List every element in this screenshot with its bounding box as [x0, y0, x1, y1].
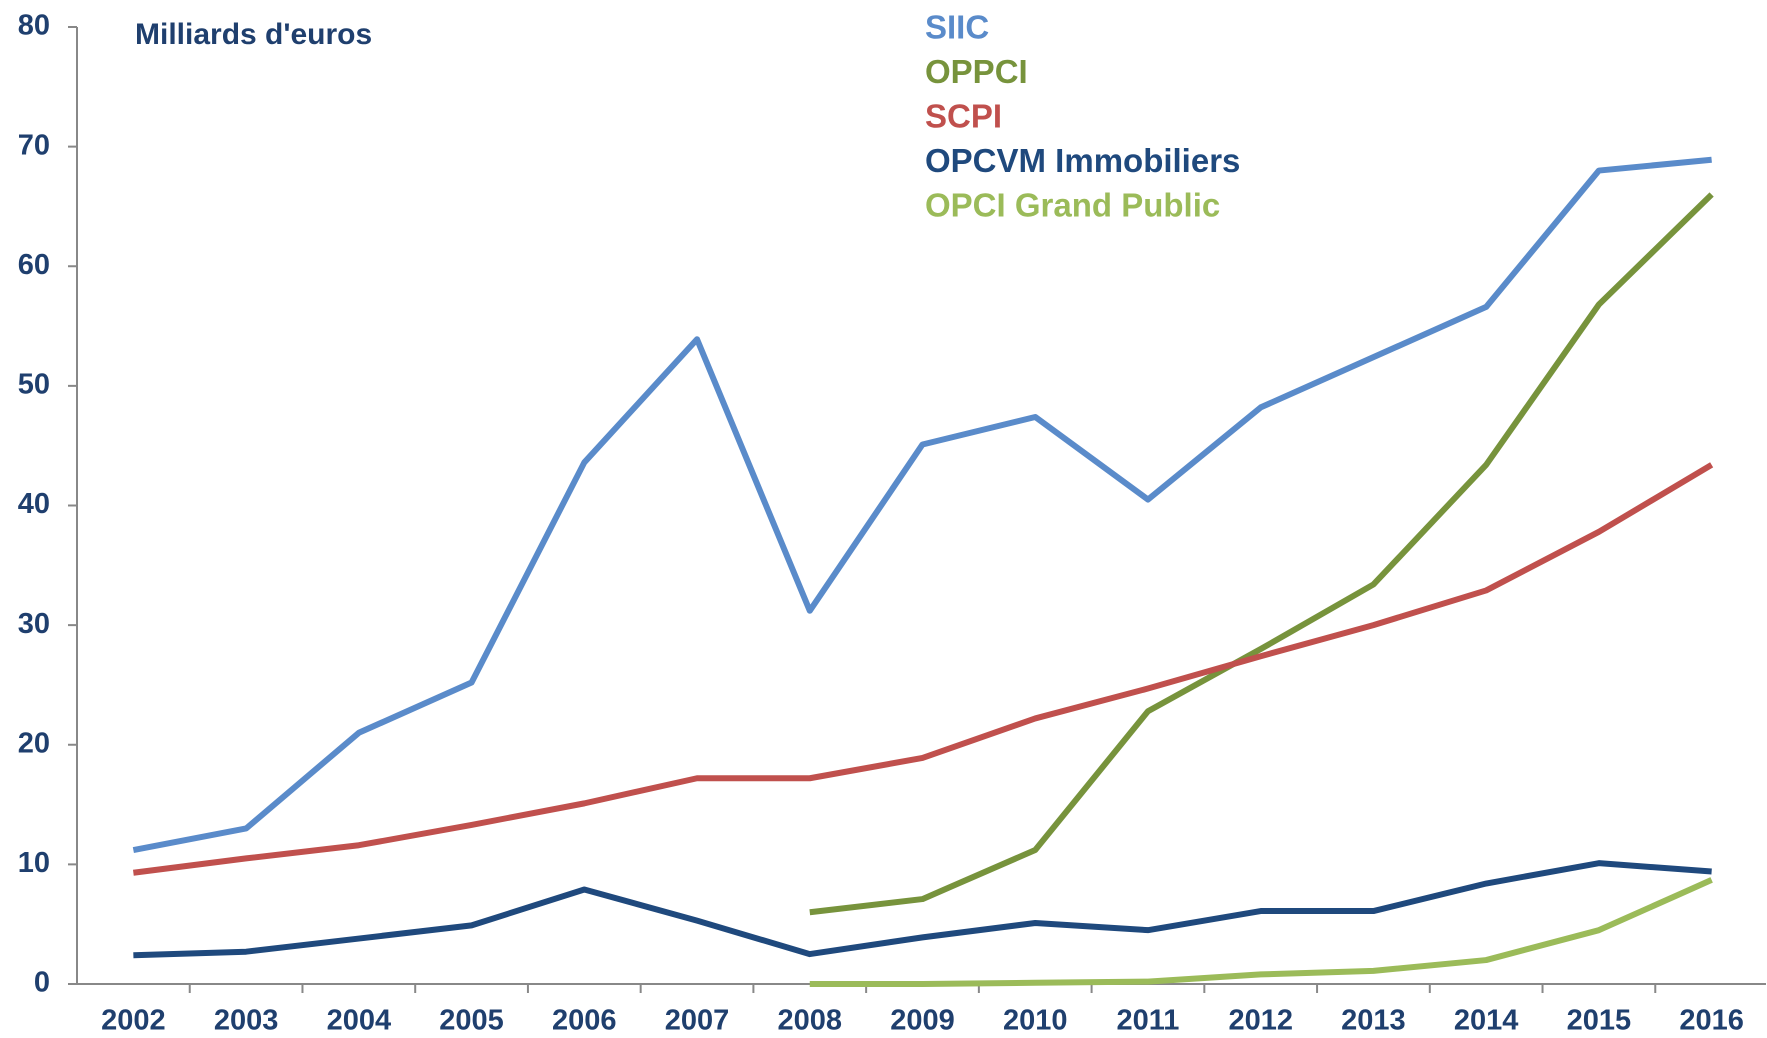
y-tick-label: 0	[34, 967, 50, 999]
x-tick-label: 2004	[327, 1005, 392, 1037]
x-tick-label: 2009	[890, 1005, 955, 1037]
series-line	[133, 860, 1712, 959]
x-tick-label: 2016	[1679, 1005, 1744, 1037]
y-tick-label: 50	[18, 369, 50, 401]
x-tick-label: 2011	[1117, 1005, 1180, 1037]
legend-entry: OPCVM Immobiliers	[925, 142, 1240, 179]
x-tick-label: 2005	[439, 1005, 504, 1037]
x-tick-label: 2003	[214, 1005, 279, 1037]
legend-entry: OPPCI	[925, 53, 1028, 90]
x-tick-label: 2006	[552, 1005, 617, 1037]
x-tick-label: 2008	[778, 1005, 843, 1037]
y-tick-label: 80	[18, 10, 50, 42]
series-line	[809, 877, 1713, 987]
y-tick-label: 30	[18, 608, 50, 640]
legend-entry: OPCI Grand Public	[925, 187, 1220, 224]
y-tick-label: 20	[18, 727, 50, 759]
annotation: Milliards d'euros	[135, 18, 372, 51]
legend-entry: SCPI	[925, 98, 1002, 135]
series-line	[132, 462, 1714, 876]
x-tick-label: 2015	[1567, 1005, 1632, 1037]
legend-entry: SIIC	[925, 9, 989, 46]
y-tick-label: 10	[18, 847, 50, 879]
x-tick-label: 2010	[1003, 1005, 1068, 1037]
x-tick-label: 2012	[1228, 1005, 1293, 1037]
y-tick-label: 40	[18, 488, 50, 520]
x-tick-label: 2014	[1454, 1005, 1519, 1037]
y-tick-label: 60	[18, 249, 50, 281]
x-tick-label: 2002	[101, 1005, 166, 1037]
x-tick-label: 2013	[1341, 1005, 1406, 1037]
series-line	[809, 192, 1714, 916]
series-line	[132, 156, 1712, 853]
y-tick-label: 70	[18, 129, 50, 161]
x-tick-label: 2007	[665, 1005, 730, 1037]
